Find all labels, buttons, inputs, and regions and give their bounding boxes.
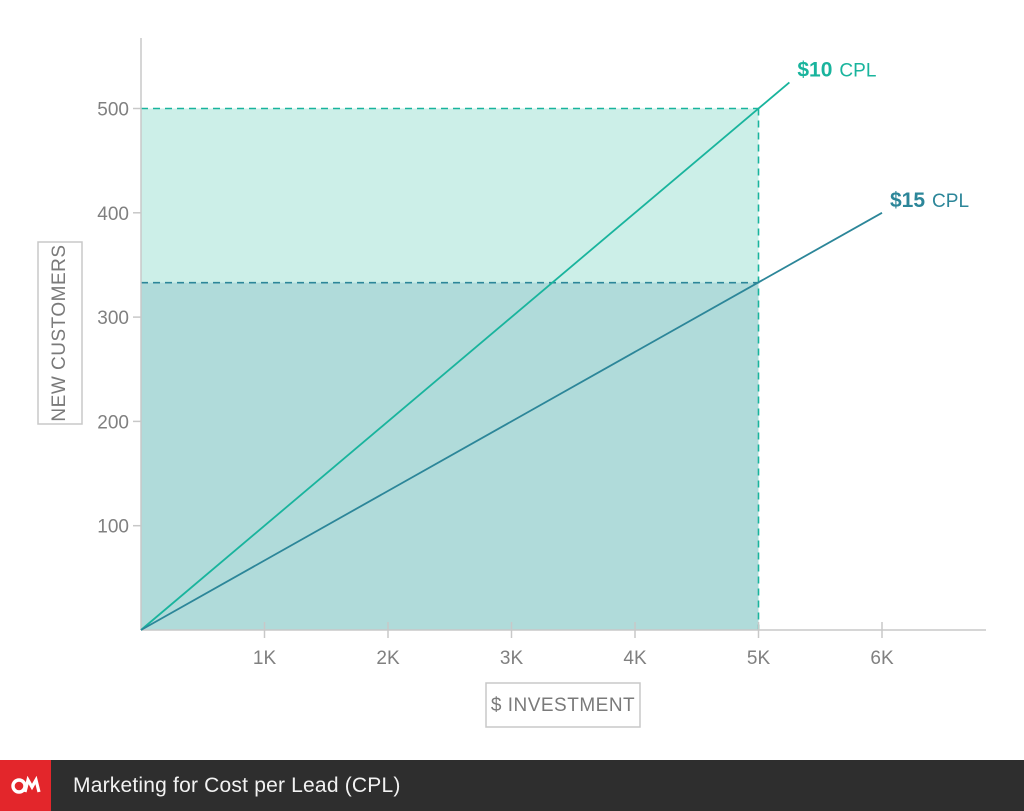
y-tick-label: 400 xyxy=(97,204,129,225)
series-line-15-cpl xyxy=(140,212,883,631)
x-tick-label: 6K xyxy=(870,648,894,669)
x-axis-title: $ INVESTMENT xyxy=(491,695,635,716)
om-logo xyxy=(0,760,51,811)
y-tick-label: 500 xyxy=(97,100,129,121)
series-line-10-cpl xyxy=(140,81,790,631)
series-label-unit: CPL xyxy=(932,191,969,212)
series-label: $15 CPL xyxy=(890,189,969,212)
x-tick-label: 3K xyxy=(500,648,524,669)
y-tick-label: 300 xyxy=(97,308,129,329)
y-axis-title: NEW CUSTOMERS xyxy=(49,244,70,421)
y-tick-label: 200 xyxy=(97,412,129,433)
footer-bar: Marketing for Cost per Lead (CPL) xyxy=(0,760,1024,811)
x-tick-label: 5K xyxy=(747,648,771,669)
series-label-price: $10 xyxy=(797,58,832,81)
om-logo-icon xyxy=(10,775,41,794)
series-label-price: $15 xyxy=(890,189,925,212)
x-tick-label: 1K xyxy=(253,648,277,669)
x-axis-title-box: $ INVESTMENT xyxy=(485,682,641,728)
series-label: $10 CPL xyxy=(797,58,876,81)
y-axis-title-box: NEW CUSTOMERS xyxy=(37,241,83,425)
cpl-chart: 1K 2K 3K 4K 5K 6K 100 200 300 400 500 $10 CPL $15 CPL… xyxy=(37,38,986,728)
series-label-unit: CPL xyxy=(839,60,876,81)
x-tick-label: 4K xyxy=(623,648,647,669)
footer-title: Marketing for Cost per Lead (CPL) xyxy=(73,773,401,797)
x-tick-label: 2K xyxy=(376,648,400,669)
y-tick-label: 100 xyxy=(97,517,129,538)
